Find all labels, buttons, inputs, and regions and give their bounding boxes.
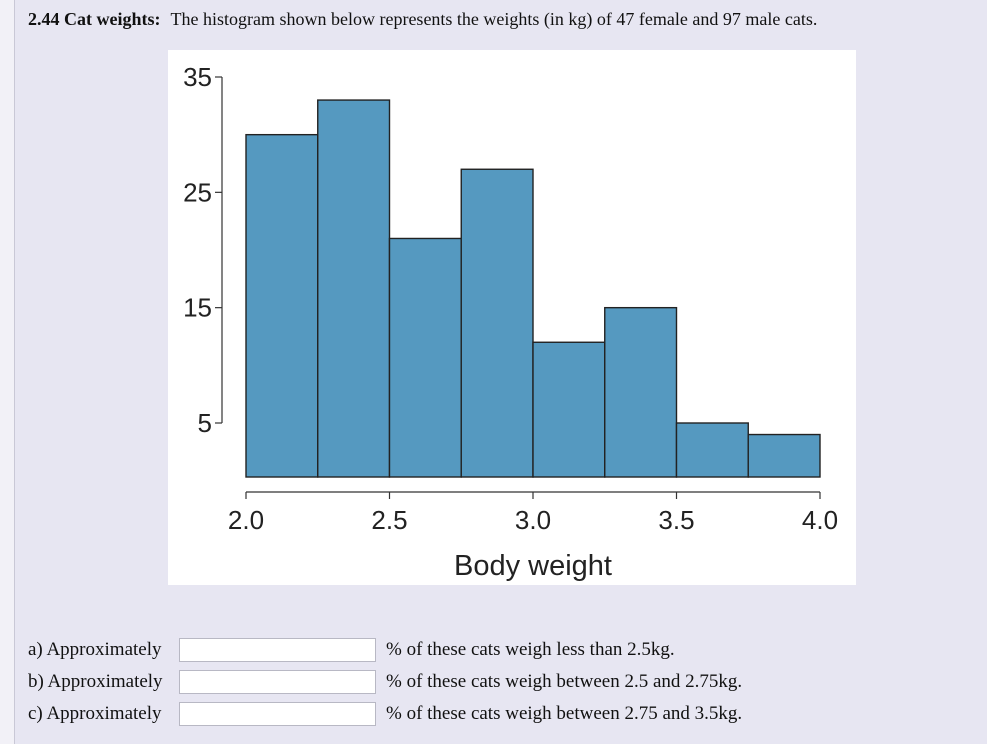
x-axis-label: Body weight bbox=[454, 550, 612, 582]
x-tick-label: 3.5 bbox=[658, 505, 694, 535]
y-tick-label: 25 bbox=[183, 177, 212, 207]
x-tick-label: 4.0 bbox=[802, 505, 838, 535]
y-tick-label: 35 bbox=[183, 62, 212, 92]
answer-a-suffix: % of these cats weigh less than 2.5kg. bbox=[386, 639, 675, 660]
answer-b-label: b) Approximately bbox=[28, 671, 163, 692]
answer-row-b: b) Approximately % of these cats weigh b… bbox=[28, 667, 828, 699]
answer-row-a: a) Approximately % of these cats weigh l… bbox=[28, 635, 828, 667]
answer-section: a) Approximately % of these cats weigh l… bbox=[28, 635, 828, 731]
question-text: The histogram shown below represents the… bbox=[170, 9, 818, 29]
answer-row-c: c) Approximately % of these cats weigh b… bbox=[28, 699, 828, 731]
answer-a-label: a) Approximately bbox=[28, 639, 162, 660]
answer-b-suffix: % of these cats weigh between 2.5 and 2.… bbox=[386, 671, 743, 692]
histogram-bar bbox=[388, 237, 462, 478]
histogram-bar bbox=[317, 99, 391, 478]
histogram-bar bbox=[604, 306, 678, 478]
y-tick-label: 5 bbox=[198, 408, 212, 438]
histogram-bar bbox=[747, 433, 821, 478]
answer-c-input[interactable] bbox=[179, 702, 376, 726]
answer-c-suffix: % of these cats weigh between 2.75 and 3… bbox=[386, 703, 743, 724]
x-tick-label: 2.0 bbox=[228, 505, 264, 535]
question-title: 2.44 Cat weights: The histogram shown bel… bbox=[28, 8, 817, 30]
answer-b-input[interactable] bbox=[179, 670, 376, 694]
histogram-chart: 5 15 25 35 2.0 2.5 3.0 3.5 4.0 Body weight bbox=[168, 50, 856, 585]
histogram-bar bbox=[675, 422, 749, 478]
answer-a-input[interactable] bbox=[179, 638, 376, 662]
histogram-bar bbox=[532, 341, 606, 478]
histogram-svg: 5 15 25 35 2.0 2.5 3.0 3.5 4.0 Body weight bbox=[183, 62, 838, 582]
answer-c-label: c) Approximately bbox=[28, 703, 162, 724]
x-tick-label: 3.0 bbox=[515, 505, 551, 535]
histogram-bar bbox=[245, 133, 319, 478]
question-number: 2.44 Cat weights: bbox=[28, 9, 161, 29]
x-tick-label: 2.5 bbox=[371, 505, 407, 535]
y-tick-label: 15 bbox=[183, 293, 212, 323]
histogram-bar bbox=[460, 168, 534, 478]
